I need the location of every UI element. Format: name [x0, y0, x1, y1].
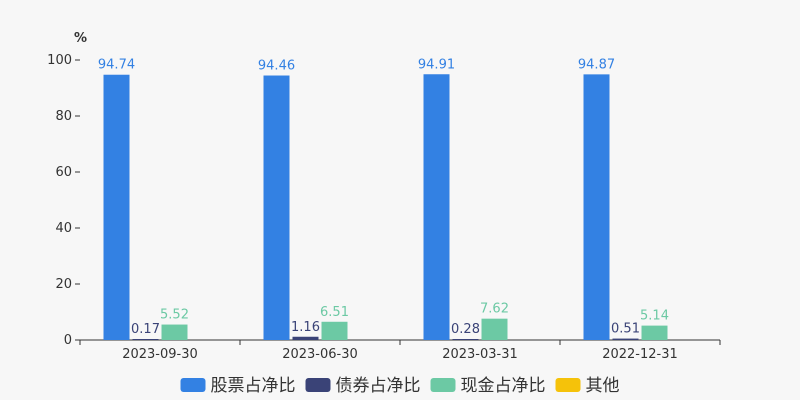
legend-swatch [305, 378, 331, 392]
bar [263, 75, 290, 341]
legend-label: 现金占净比 [461, 376, 546, 396]
bar-value-label: 0.17 [131, 322, 160, 337]
bar-value-label: 0.28 [451, 322, 480, 337]
x-tick-label: 2023-03-31 [442, 347, 518, 362]
x-tick-label: 2022-12-31 [602, 347, 678, 362]
y-tick-label: 60 [55, 165, 72, 180]
x-axis: 2023-09-30 2023-06-30 2023-03-31 2022-12-31 [79, 339, 721, 362]
bar [452, 339, 479, 340]
legend-label: 其他 [586, 376, 620, 396]
bar [292, 336, 319, 340]
bar-value-label: 0.51 [611, 322, 640, 337]
bar-value-label: 94.87 [578, 57, 615, 72]
bar [103, 74, 130, 340]
bar [321, 321, 348, 340]
y-tick-label: 40 [55, 221, 72, 236]
bar [423, 74, 450, 340]
x-tick-label: 2023-09-30 [122, 347, 198, 362]
x-tick-label: 2023-06-30 [282, 347, 358, 362]
bar [132, 339, 159, 340]
bar-value-label: 1.16 [291, 320, 320, 335]
y-tick-label: 0 [64, 333, 72, 348]
legend: 股票占净比 债券占净比 现金占净比 其他 [180, 376, 620, 396]
legend-swatch [180, 378, 206, 392]
bar-value-label: 7.62 [480, 302, 509, 317]
bar [612, 338, 639, 340]
legend-label: 债券占净比 [336, 376, 421, 396]
legend-swatch [555, 378, 581, 392]
bar-value-label: 94.91 [418, 57, 455, 72]
y-tick-label: 20 [55, 277, 72, 292]
y-tick-label: 80 [55, 109, 72, 124]
bars: 94.74 0.175.52 94.46 1.166.51 94.91 0.287.62 9… [98, 57, 669, 341]
bar [161, 324, 188, 340]
bar-value-label: 5.14 [640, 309, 669, 324]
bar-value-label: 94.74 [98, 58, 135, 73]
bar [583, 74, 610, 340]
legend-label: 股票占净比 [211, 376, 296, 396]
bar-value-label: 94.46 [258, 59, 295, 74]
bar [481, 318, 508, 340]
y-tick-label: 100 [47, 53, 72, 68]
bar-value-label: 6.51 [320, 305, 349, 320]
y-axis: 0 20 40 60 80 100 [47, 53, 80, 348]
legend-swatch [430, 378, 456, 392]
y-axis-unit: % [74, 31, 87, 46]
bar [641, 325, 668, 340]
bar-value-label: 5.52 [160, 308, 189, 323]
